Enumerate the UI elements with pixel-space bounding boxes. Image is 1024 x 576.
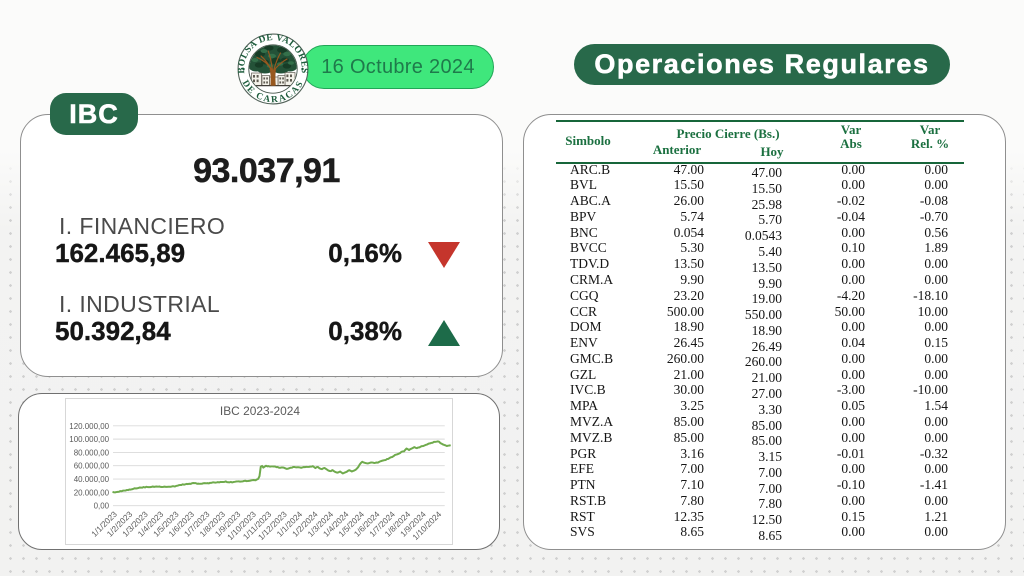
svg-text:20.000,00: 20.000,00 bbox=[74, 488, 110, 497]
svg-text:100.000,00: 100.000,00 bbox=[69, 435, 109, 444]
svg-text:IBC 2023-2024: IBC 2023-2024 bbox=[220, 404, 300, 418]
svg-text:60.000,00: 60.000,00 bbox=[74, 462, 110, 471]
svg-text:120.000,00: 120.000,00 bbox=[69, 422, 109, 431]
svg-text:80.000,00: 80.000,00 bbox=[74, 448, 110, 457]
svg-text:40.000,00: 40.000,00 bbox=[74, 475, 110, 484]
svg-text:0,00: 0,00 bbox=[94, 502, 110, 511]
